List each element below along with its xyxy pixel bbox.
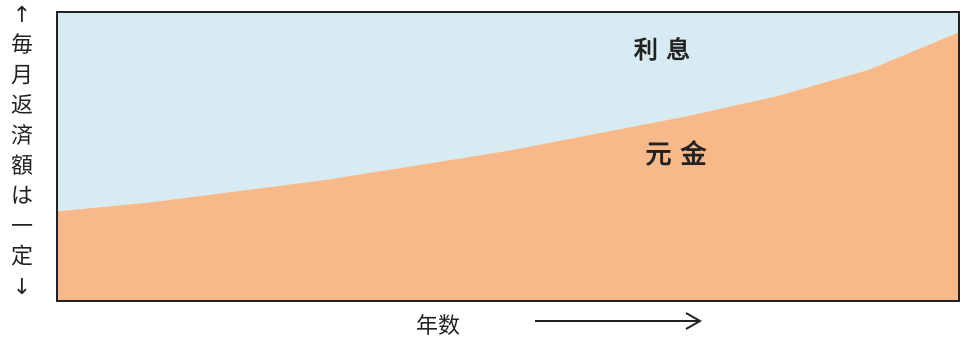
x-axis-arrow — [535, 312, 703, 330]
plot-frame — [56, 11, 960, 302]
y-axis-label-char: 済 — [11, 124, 33, 149]
y-axis-label-char: 定 — [11, 245, 33, 270]
x-axis-label: 年数 — [416, 314, 460, 339]
y-axis-label-char: 額 — [11, 154, 33, 179]
y-axis-label-char: 返 — [11, 94, 33, 119]
y-axis-label-char: 月 — [11, 63, 33, 88]
interest-area — [57, 12, 959, 212]
y-axis-label-char: ↓ — [13, 275, 31, 300]
y-axis-label-char: は — [11, 184, 33, 209]
interest-label: 利 息 — [634, 36, 690, 64]
principal-area — [57, 32, 959, 301]
y-axis-label-char: 一 — [11, 214, 33, 239]
y-axis-label-char: 毎 — [11, 33, 33, 58]
y-axis-label-char: ↑ — [13, 3, 31, 28]
principal-label: 元 金 — [645, 139, 707, 170]
